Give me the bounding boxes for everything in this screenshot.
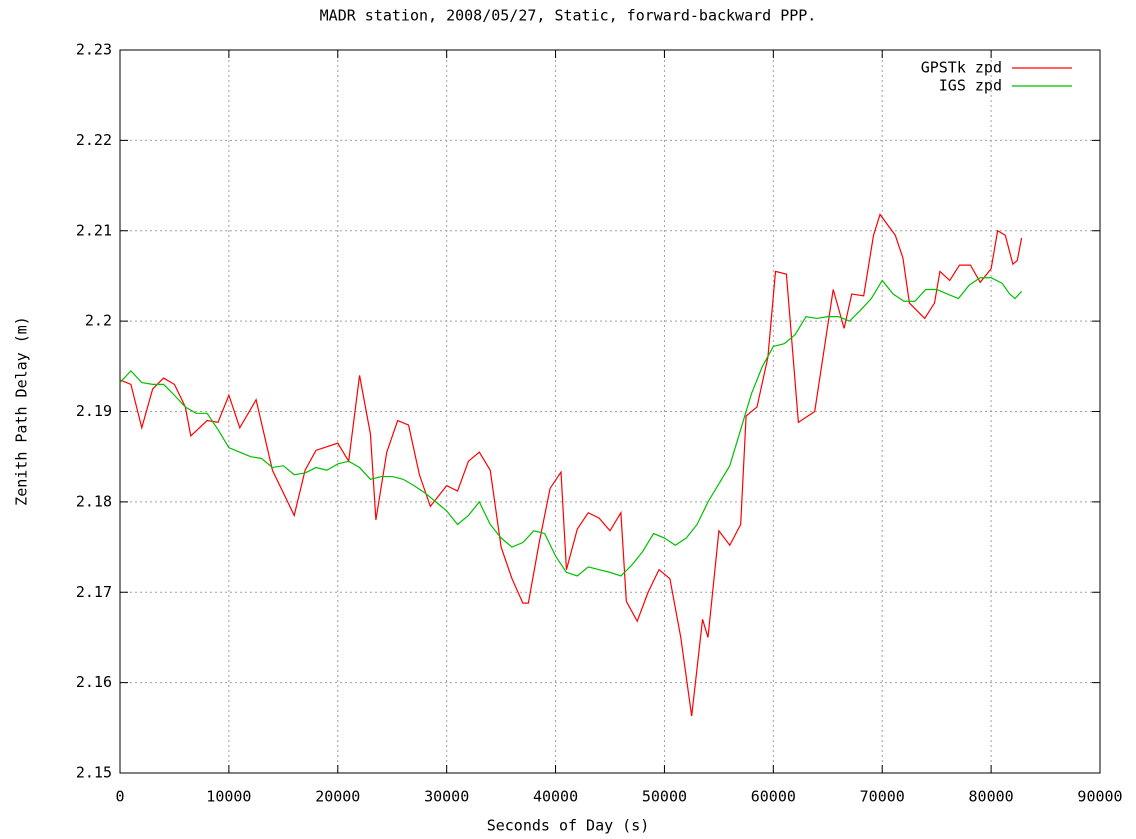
chart-title: MADR station, 2008/05/27, Static, forwar… [320,7,817,25]
x-tick-label: 80000 [969,788,1014,806]
plot-frame [119,49,1101,774]
y-tick-label: 2.15 [76,764,112,782]
data-line [119,277,1023,577]
data-line [119,213,1023,717]
x-tick-label: 0 [115,788,124,806]
y-axis-label: Zenith Path Delay (m) [13,316,31,506]
legend-label: GPSTk zpd [921,59,1002,77]
y-tick-label: 2.16 [76,673,112,691]
x-axis-label: Seconds of Day (s) [487,817,650,835]
x-tick-label: 30000 [424,788,469,806]
y-tick-label: 2.22 [76,131,112,149]
x-tick-label: 10000 [206,788,251,806]
y-tick-label: 2.19 [76,402,112,420]
x-tick-label: 90000 [1077,788,1122,806]
y-tick-label: 2.18 [76,492,112,510]
x-tick-label: 60000 [751,788,796,806]
y-tick-label: 2.17 [76,583,112,601]
y-tick-label: 2.21 [76,221,112,239]
y-tick-label: 2.23 [76,41,112,59]
x-tick-label: 70000 [860,788,905,806]
x-tick-label: 50000 [642,788,687,806]
x-tick-label: 40000 [533,788,578,806]
x-tick-label: 20000 [315,788,360,806]
legend-label: IGS zpd [939,77,1002,95]
y-tick-label: 2.2 [85,312,112,330]
